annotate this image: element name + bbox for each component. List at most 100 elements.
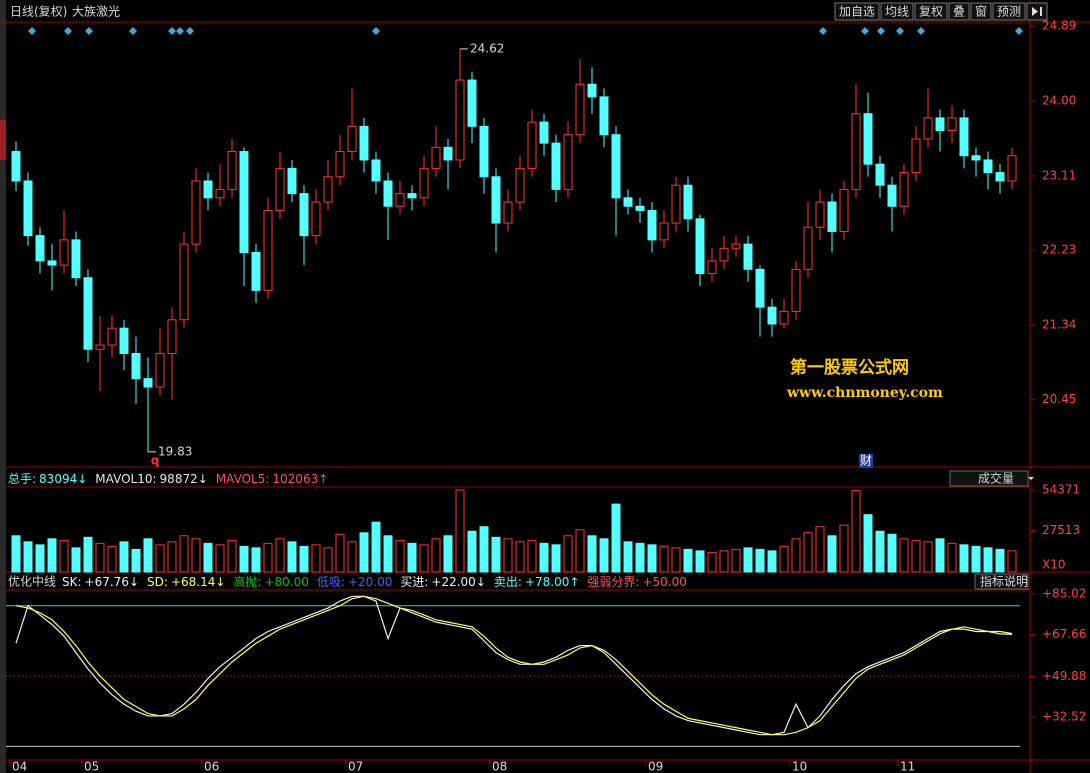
volume-bar — [659, 545, 669, 573]
event-marker — [819, 27, 827, 35]
extreme-label: 24.62 — [470, 41, 504, 55]
legend-name: SK: — [62, 575, 82, 589]
event-marker — [129, 27, 137, 35]
y-tick-label: 24.00 — [1042, 94, 1076, 108]
toolbar-button[interactable] — [914, 2, 948, 21]
volume-bar — [935, 538, 945, 573]
volume-bar — [671, 547, 681, 573]
legend-value: +80.00 — [264, 575, 308, 589]
toolbar-button[interactable] — [948, 2, 970, 21]
y-tick-label: +67.66 — [1042, 627, 1086, 641]
volume-bar — [215, 544, 225, 573]
candle-body — [83, 277, 93, 350]
candle-body — [623, 197, 633, 207]
candle-body — [731, 243, 741, 249]
event-marker — [1015, 27, 1023, 35]
volume-bar — [923, 541, 933, 573]
toolbar-button-label[interactable]: 叠 — [953, 5, 965, 19]
watermark: www.chnmoney.com — [786, 385, 943, 401]
volume-bar — [755, 548, 765, 573]
candle-body — [311, 201, 321, 237]
candle-body — [383, 180, 393, 207]
volume-bar — [779, 545, 789, 573]
toolbar-button-label[interactable]: 均线 — [885, 5, 909, 19]
legend-value: 83094 — [39, 472, 77, 486]
volume-bar — [875, 530, 885, 573]
volume-bar — [815, 526, 825, 573]
volume-bar — [107, 545, 117, 573]
volume-bar — [407, 542, 417, 573]
candle-body — [191, 180, 201, 245]
panel-button[interactable] — [949, 470, 1029, 487]
candle-body — [743, 243, 753, 270]
toolbar-button-label[interactable]: 加自选 — [839, 5, 875, 19]
indicator-line — [15, 595, 1013, 736]
toolbar-button-label[interactable]: 预测 — [997, 5, 1021, 19]
volume-bar — [311, 544, 321, 573]
y-tick-label: 23.11 — [1042, 168, 1076, 182]
candle-body — [971, 155, 981, 161]
toolbar-icon[interactable] — [1032, 7, 1042, 16]
candle-body — [527, 121, 537, 169]
toolbar-button[interactable] — [992, 2, 1026, 21]
volume-bar — [503, 538, 513, 573]
volume-bar — [947, 542, 957, 573]
volume-bar — [635, 542, 645, 573]
y-tick-label: 27513 — [1042, 523, 1080, 537]
event-marker — [64, 27, 72, 35]
event-marker — [176, 27, 184, 35]
legend-name: MAVOL5: — [216, 472, 270, 486]
candle-body — [455, 79, 465, 161]
toolbar-button[interactable] — [880, 2, 914, 21]
legend-value: +67.76 — [85, 575, 129, 589]
volume-bar — [431, 538, 441, 573]
toolbar-button-label[interactable]: 复权 — [919, 5, 943, 19]
candle-body — [779, 310, 789, 325]
side-mark — [0, 120, 6, 160]
candle-body — [851, 113, 861, 190]
y-tick-label: 21.34 — [1042, 317, 1076, 331]
candle-body — [899, 172, 909, 207]
legend-value: +22.00 — [431, 575, 475, 589]
legend-value: 102063 — [272, 472, 318, 486]
toolbar-button[interactable] — [970, 2, 992, 21]
candle-body — [167, 319, 177, 354]
panel-button[interactable] — [974, 573, 1029, 590]
volume-bar — [23, 541, 33, 573]
candle-body — [35, 235, 45, 262]
candle-body — [647, 209, 657, 241]
legend-name: 低吸: — [317, 575, 345, 589]
volume-bar — [719, 550, 729, 573]
volume-bar — [743, 547, 753, 573]
stock-name: 大族激光 — [72, 5, 120, 19]
y-tick-label: +49.88 — [1042, 669, 1086, 683]
candle-body — [503, 201, 513, 224]
legend-name: SD: — [147, 575, 168, 589]
legend-arrow: ↓ — [198, 472, 208, 486]
candle-body — [491, 176, 501, 224]
legend-name: MAVOL10: — [95, 472, 156, 486]
volume-bar — [587, 535, 597, 573]
volume-bar — [455, 489, 465, 573]
y-tick-label: 54371 — [1042, 482, 1080, 496]
toolbar-button-label[interactable]: 窗 — [975, 5, 987, 19]
dropdown-icon[interactable] — [1028, 477, 1034, 480]
candle-body — [599, 96, 609, 136]
volume-bar — [167, 541, 177, 573]
volume-bar — [131, 548, 141, 573]
candle-body — [983, 159, 993, 174]
panel-button-label[interactable]: 指标说明 — [980, 574, 1028, 589]
candle-body — [1007, 155, 1017, 182]
event-label: 财 — [860, 454, 872, 468]
volume-bar — [851, 490, 861, 573]
volume-bar — [95, 542, 105, 573]
toolbar-button[interactable] — [834, 2, 880, 21]
candle-body — [215, 188, 225, 199]
legend-arrow: ↓ — [129, 575, 139, 589]
volume-bar — [575, 529, 585, 573]
panel-button-label[interactable]: 成交量 — [978, 471, 1014, 486]
volume-bar — [71, 547, 81, 573]
candle-body — [551, 142, 561, 190]
candle-body — [959, 117, 969, 157]
